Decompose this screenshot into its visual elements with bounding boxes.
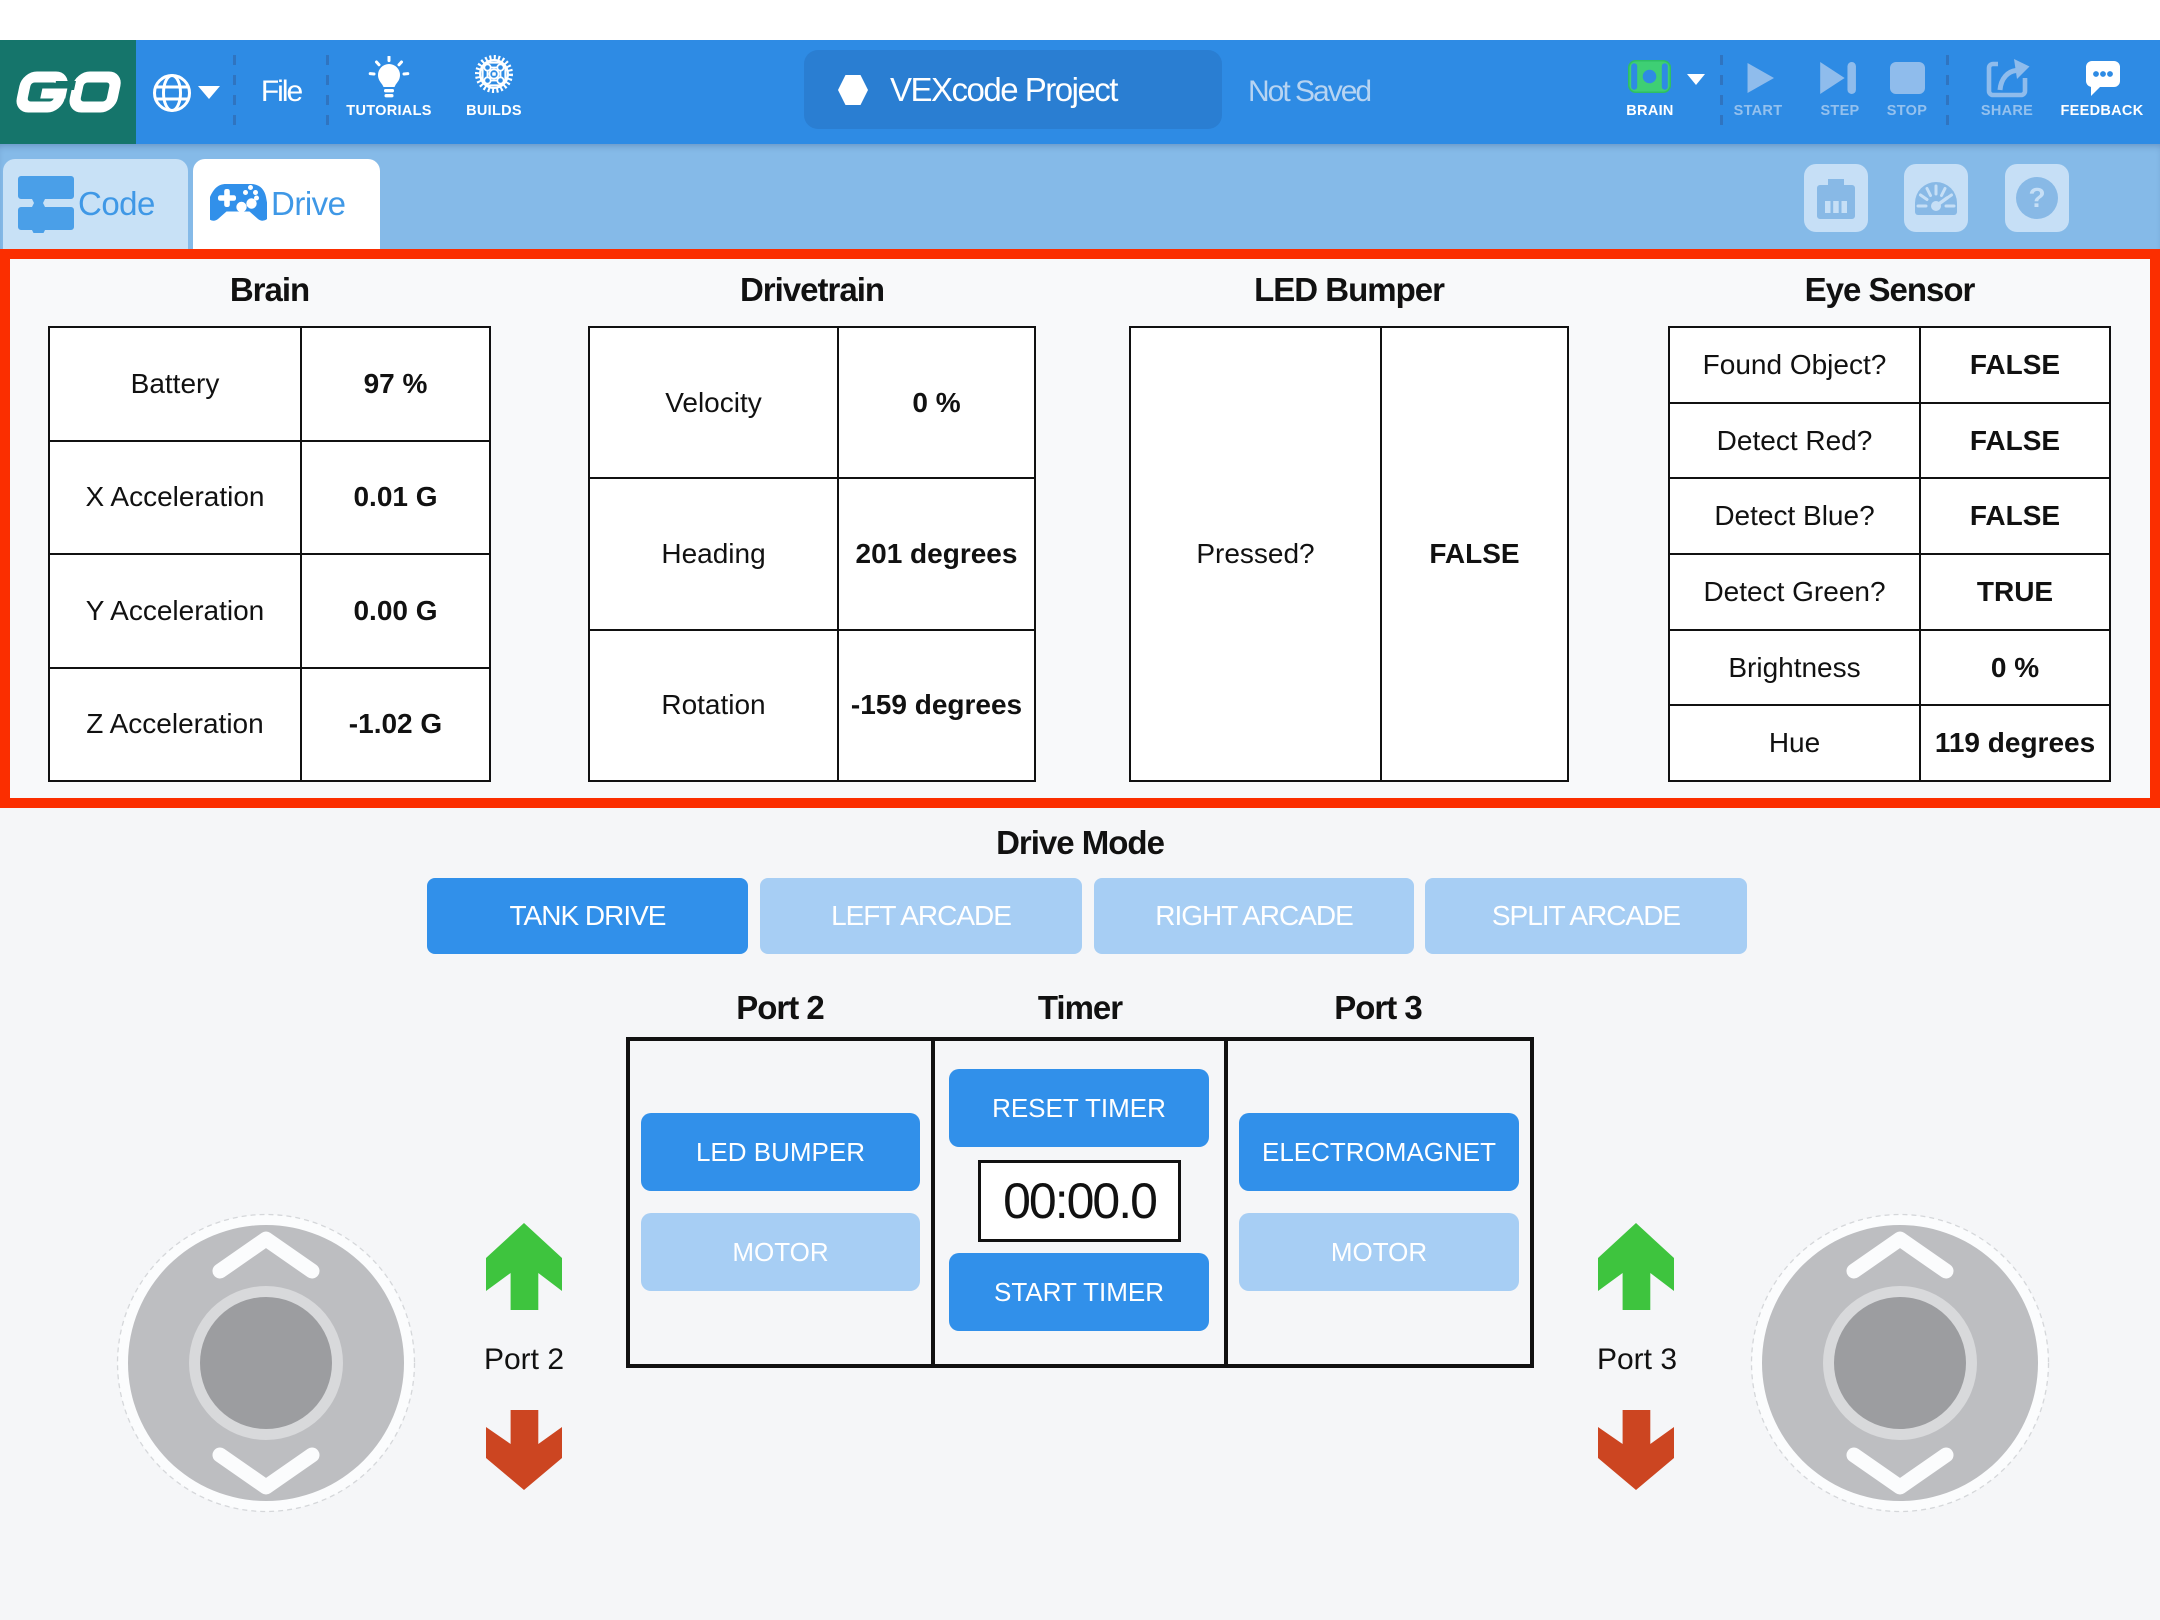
svg-text:?: ? [2028,182,2045,213]
